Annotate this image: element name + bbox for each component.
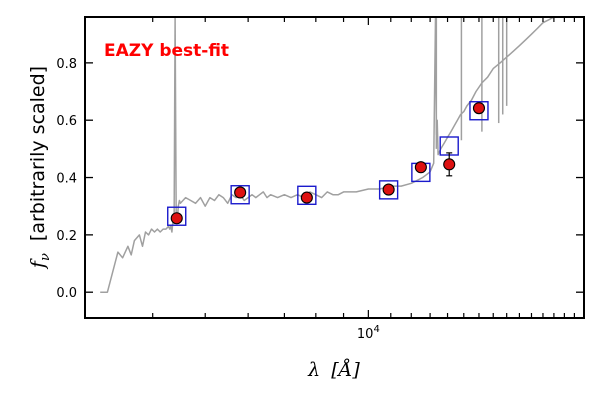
y-tick-label: 0.2	[56, 229, 77, 244]
x-tick-label-base: 10	[357, 327, 374, 342]
observed-flux-point	[443, 158, 456, 171]
model-flux-box	[167, 206, 187, 226]
y-axis-symbol: f	[27, 258, 49, 270]
y-axis-text: [arbitrarily scaled]	[27, 66, 49, 241]
x-axis-symbol: λ	[307, 359, 320, 381]
model-flux-box	[230, 185, 250, 205]
model-flux-box	[378, 180, 399, 200]
x-tick-label-exponent: 4	[373, 324, 379, 335]
model-flux-box	[469, 101, 489, 121]
tick-layer: 0.0 0.2 0.4 0.6 0.8 104	[56, 17, 584, 342]
observed-flux-point	[234, 186, 247, 199]
sed-line	[100, 17, 560, 293]
y-tick-label: 0.4	[56, 172, 77, 187]
observed-flux-point	[300, 191, 313, 204]
x-tick-label: 104	[357, 324, 380, 342]
chart-annotation: EAZY best-fit	[104, 41, 229, 61]
y-tick-label: 0.6	[56, 114, 77, 129]
y-axis-label: fν [arbitrarily scaled]	[27, 66, 54, 270]
x-axis-unit: [Å]	[331, 359, 360, 381]
observed-flux-point	[472, 102, 486, 115]
observed-flux-point	[382, 183, 395, 196]
model-flux-box	[297, 185, 317, 206]
x-axis-label: λ [Å]	[307, 359, 360, 381]
observed-flux-point	[170, 212, 183, 225]
plot-frame	[84, 16, 585, 319]
y-axis-subscript: ν	[38, 253, 53, 261]
y-tick-label: 0.0	[56, 286, 77, 301]
data-layer	[100, 17, 560, 293]
observed-flux-point	[414, 161, 427, 174]
y-tick-label: 0.8	[56, 57, 77, 72]
